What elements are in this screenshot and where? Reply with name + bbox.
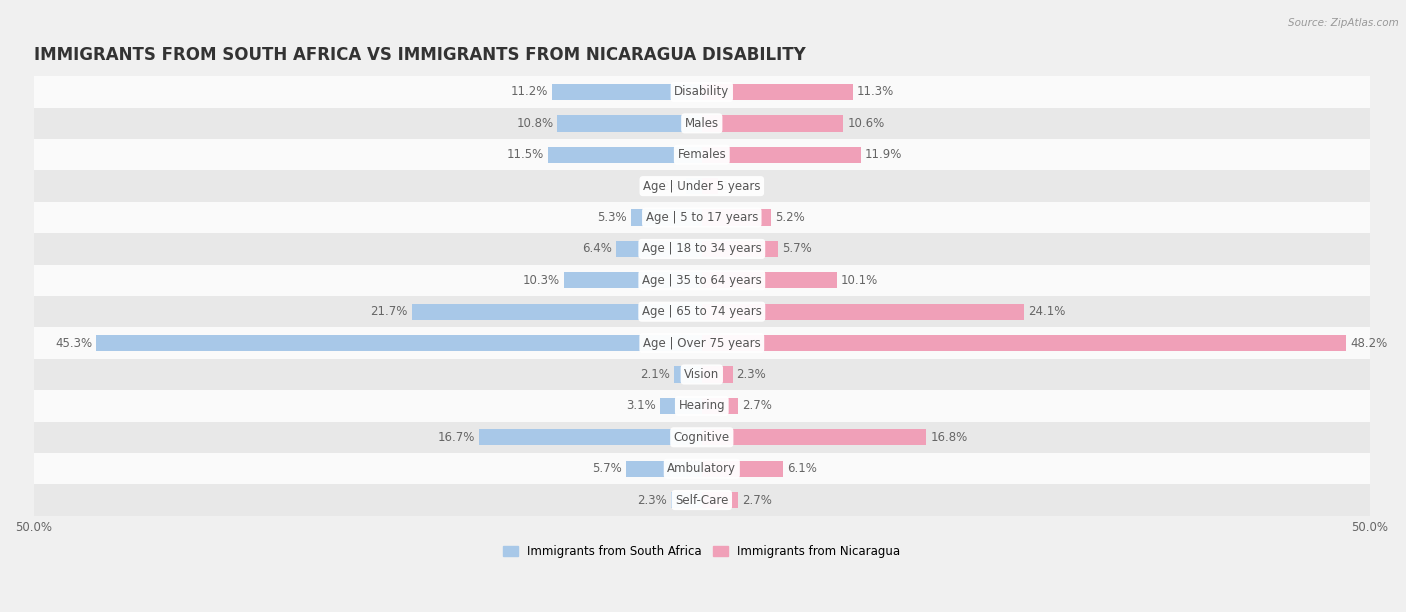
Text: 10.3%: 10.3% bbox=[523, 274, 560, 287]
Bar bbox=[553, 84, 702, 100]
Text: Age | 5 to 17 years: Age | 5 to 17 years bbox=[645, 211, 758, 224]
Text: 10.8%: 10.8% bbox=[516, 117, 554, 130]
Bar bbox=[34, 233, 1369, 264]
Text: IMMIGRANTS FROM SOUTH AFRICA VS IMMIGRANTS FROM NICARAGUA DISABILITY: IMMIGRANTS FROM SOUTH AFRICA VS IMMIGRAN… bbox=[34, 46, 806, 64]
Text: 3.1%: 3.1% bbox=[627, 400, 657, 412]
Bar bbox=[34, 139, 1369, 171]
Text: 2.3%: 2.3% bbox=[637, 493, 666, 507]
Text: 45.3%: 45.3% bbox=[55, 337, 93, 349]
Text: Age | 65 to 74 years: Age | 65 to 74 years bbox=[643, 305, 762, 318]
Bar bbox=[673, 367, 702, 382]
Text: 11.3%: 11.3% bbox=[856, 86, 894, 99]
Bar bbox=[702, 84, 853, 100]
Text: Age | Under 5 years: Age | Under 5 years bbox=[643, 180, 761, 193]
Text: 48.2%: 48.2% bbox=[1350, 337, 1388, 349]
Text: 10.6%: 10.6% bbox=[848, 117, 884, 130]
Text: 16.7%: 16.7% bbox=[437, 431, 475, 444]
Text: 24.1%: 24.1% bbox=[1028, 305, 1066, 318]
Bar bbox=[34, 327, 1369, 359]
Bar bbox=[702, 304, 1024, 320]
Text: 2.7%: 2.7% bbox=[742, 493, 772, 507]
Text: 6.1%: 6.1% bbox=[787, 462, 817, 475]
Bar bbox=[702, 147, 860, 163]
Text: 2.7%: 2.7% bbox=[742, 400, 772, 412]
Text: Age | 18 to 34 years: Age | 18 to 34 years bbox=[643, 242, 762, 255]
Bar bbox=[97, 335, 702, 351]
Bar bbox=[631, 209, 702, 226]
Legend: Immigrants from South Africa, Immigrants from Nicaragua: Immigrants from South Africa, Immigrants… bbox=[499, 540, 905, 562]
Text: 5.2%: 5.2% bbox=[775, 211, 806, 224]
Bar bbox=[702, 241, 778, 257]
Bar bbox=[702, 272, 837, 288]
Text: Age | Over 75 years: Age | Over 75 years bbox=[643, 337, 761, 349]
Bar bbox=[626, 460, 702, 477]
Bar bbox=[702, 367, 733, 382]
Bar bbox=[702, 492, 738, 508]
Text: 11.2%: 11.2% bbox=[510, 86, 548, 99]
Text: 2.1%: 2.1% bbox=[640, 368, 669, 381]
Bar bbox=[702, 209, 772, 226]
Bar bbox=[478, 429, 702, 446]
Bar bbox=[34, 422, 1369, 453]
Bar bbox=[702, 178, 718, 194]
Bar bbox=[702, 115, 844, 132]
Text: Females: Females bbox=[678, 148, 725, 161]
Text: Self-Care: Self-Care bbox=[675, 493, 728, 507]
Text: 1.2%: 1.2% bbox=[652, 180, 682, 193]
Bar bbox=[671, 492, 702, 508]
Text: Disability: Disability bbox=[673, 86, 730, 99]
Text: 16.8%: 16.8% bbox=[931, 431, 967, 444]
Text: Source: ZipAtlas.com: Source: ZipAtlas.com bbox=[1288, 18, 1399, 28]
Bar bbox=[34, 202, 1369, 233]
Bar bbox=[686, 178, 702, 194]
Bar bbox=[34, 264, 1369, 296]
Bar bbox=[564, 272, 702, 288]
Bar bbox=[34, 484, 1369, 516]
Text: Hearing: Hearing bbox=[679, 400, 725, 412]
Bar bbox=[34, 296, 1369, 327]
Text: 1.2%: 1.2% bbox=[721, 180, 752, 193]
Bar bbox=[557, 115, 702, 132]
Bar bbox=[702, 335, 1346, 351]
Bar bbox=[34, 390, 1369, 422]
Bar bbox=[34, 108, 1369, 139]
Text: 5.7%: 5.7% bbox=[592, 462, 621, 475]
Text: 5.3%: 5.3% bbox=[598, 211, 627, 224]
Bar bbox=[616, 241, 702, 257]
Text: 11.9%: 11.9% bbox=[865, 148, 903, 161]
Bar bbox=[34, 171, 1369, 202]
Bar bbox=[34, 76, 1369, 108]
Text: 10.1%: 10.1% bbox=[841, 274, 879, 287]
Bar bbox=[548, 147, 702, 163]
Text: Cognitive: Cognitive bbox=[673, 431, 730, 444]
Text: Vision: Vision bbox=[685, 368, 720, 381]
Bar bbox=[661, 398, 702, 414]
Bar bbox=[702, 460, 783, 477]
Bar bbox=[34, 359, 1369, 390]
Bar bbox=[702, 429, 927, 446]
Text: Age | 35 to 64 years: Age | 35 to 64 years bbox=[643, 274, 762, 287]
Bar bbox=[412, 304, 702, 320]
Text: Ambulatory: Ambulatory bbox=[668, 462, 737, 475]
Bar bbox=[702, 398, 738, 414]
Text: 6.4%: 6.4% bbox=[582, 242, 612, 255]
Bar bbox=[34, 453, 1369, 484]
Text: 5.7%: 5.7% bbox=[782, 242, 811, 255]
Text: 11.5%: 11.5% bbox=[506, 148, 544, 161]
Text: 21.7%: 21.7% bbox=[370, 305, 408, 318]
Text: Males: Males bbox=[685, 117, 718, 130]
Text: 2.3%: 2.3% bbox=[737, 368, 766, 381]
